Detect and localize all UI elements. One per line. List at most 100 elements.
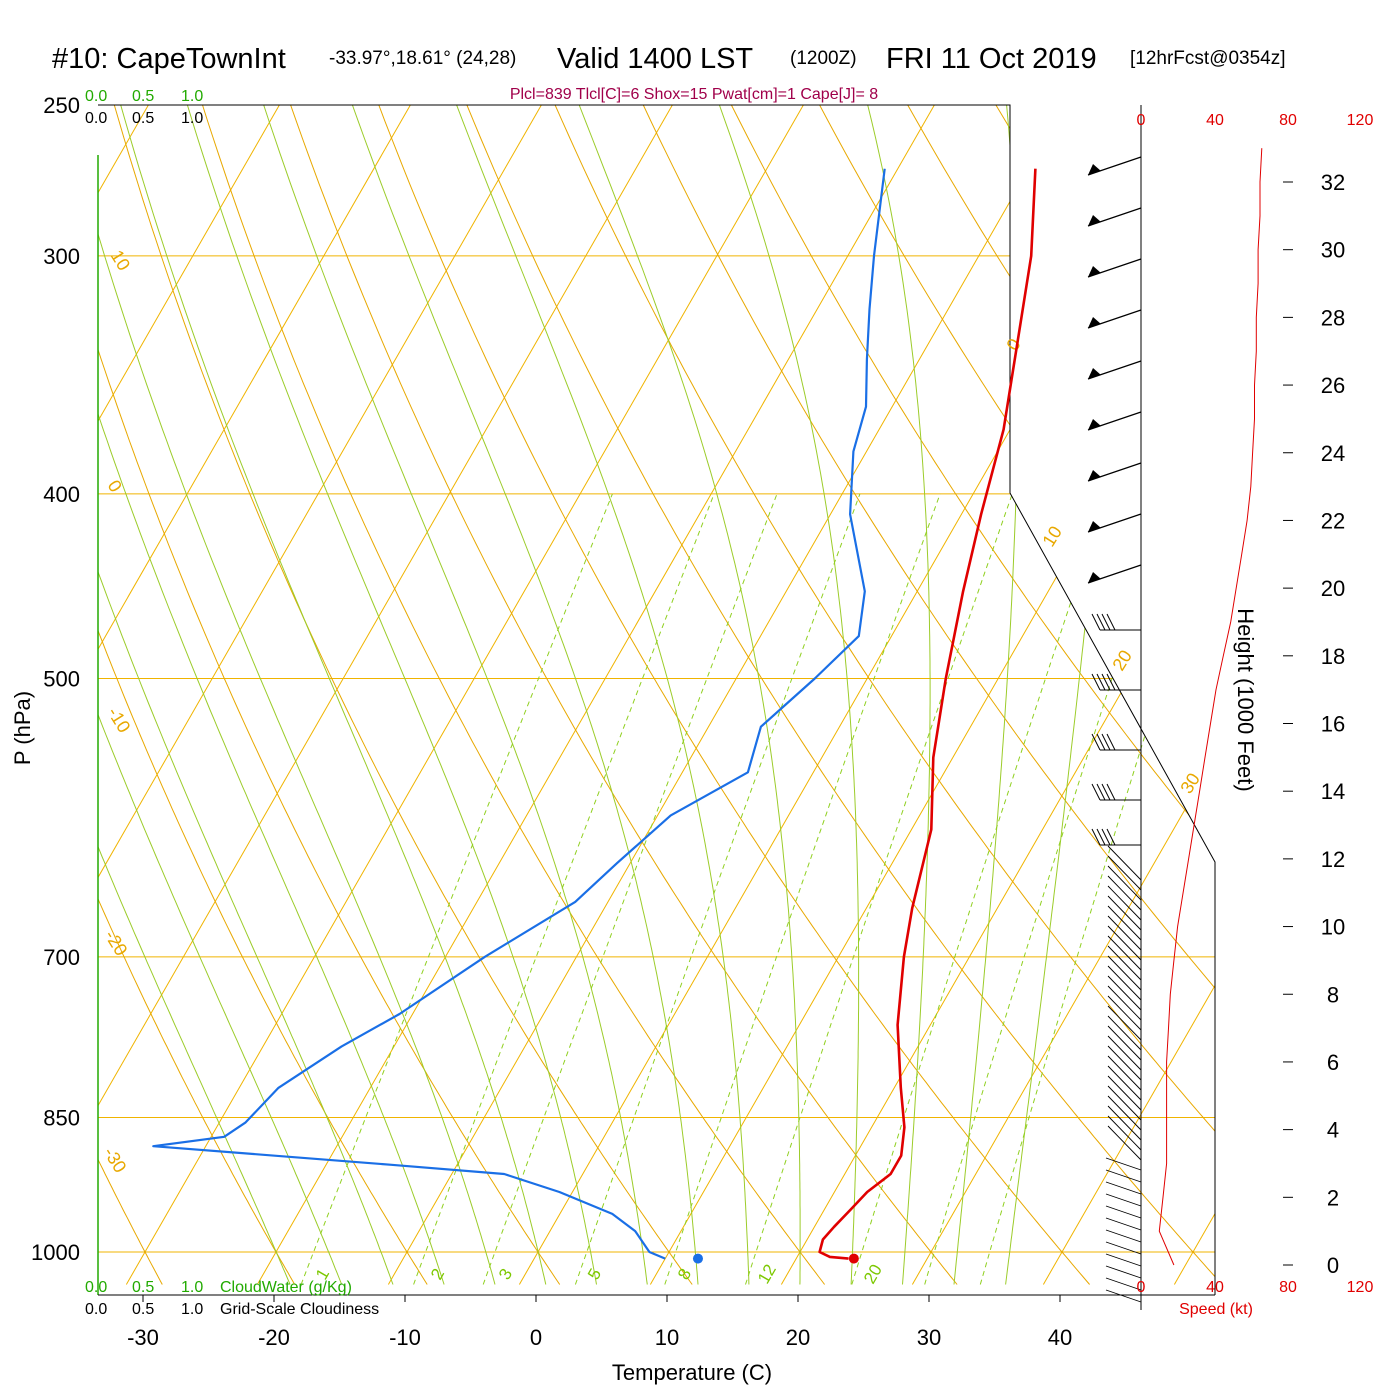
wind-barb — [1107, 895, 1142, 931]
wind-barb-flag — [1101, 783, 1111, 801]
wind-barb — [1105, 1205, 1142, 1219]
isotherm-label: 10 — [1038, 523, 1066, 551]
isotherm-label: -20 — [101, 927, 132, 960]
isotherm-label: -10 — [104, 704, 135, 737]
moist-adiabat-line — [98, 105, 496, 1285]
mixing-ratio-line — [574, 493, 861, 1285]
isotherm-label: 10 — [107, 247, 135, 275]
height-tick-label: 28 — [1321, 305, 1345, 330]
wind-barb-pennant — [1088, 215, 1101, 226]
temperature-tick-label: -10 — [389, 1325, 421, 1350]
isotherm-label: 20 — [1108, 647, 1136, 675]
wind-barb — [1107, 1125, 1142, 1161]
height-tick-label: 0 — [1327, 1253, 1339, 1278]
wind-barb — [1105, 1169, 1142, 1183]
wind-barb — [1107, 905, 1142, 941]
isotherm-label: 30 — [1176, 770, 1204, 798]
dry-adiabat-line — [810, 105, 1215, 1285]
cloudwater-tick-top: 1.0 — [181, 88, 203, 105]
dry-adiabat-line — [284, 105, 958, 1285]
wind-barbs — [1087, 156, 1142, 1303]
cloudiness-tick-bottom: 0.5 — [132, 1301, 154, 1318]
wind-barb-flag — [1096, 783, 1106, 801]
valid-time: Valid 1400 LST — [557, 43, 753, 75]
wind-speed-line — [1158, 148, 1263, 1266]
height-tick-label: 26 — [1321, 373, 1345, 398]
moist-adiabat-line — [863, 105, 931, 1285]
pressure-tick-label: 500 — [43, 667, 80, 692]
cloudiness-tick-bottom: 0.0 — [85, 1301, 107, 1318]
cloudwater-tick-top: 0.5 — [132, 88, 154, 105]
sounding-series — [152, 168, 1037, 1264]
cloudiness-tick-bottom: 1.0 — [181, 1301, 203, 1318]
mixing-ratio-line — [979, 493, 1215, 1285]
mixing-ratio-label: 2 — [427, 1265, 448, 1283]
wind-barb — [1107, 1035, 1142, 1071]
temperature-line — [818, 168, 1037, 1260]
moist-adiabat-line — [712, 105, 860, 1285]
wind-barb-flag — [1101, 828, 1111, 846]
temperature-tick-label: 40 — [1048, 1325, 1072, 1350]
wind-barb-pennant — [1088, 266, 1101, 277]
wind-barb — [1107, 855, 1142, 891]
wind-barb — [1107, 885, 1142, 921]
temperature-tick-label: -20 — [258, 1325, 290, 1350]
wind-barb — [1107, 1085, 1142, 1121]
height-tick-label: 8 — [1327, 982, 1339, 1007]
wind-barb — [1107, 1065, 1142, 1101]
dry-adiabats — [98, 105, 1215, 1285]
dry-adiabat-line — [897, 105, 1215, 1285]
wind-barb-flag — [1101, 613, 1111, 631]
plot-outline — [98, 104, 1216, 1295]
valid-date: FRI 11 Oct 2019 — [886, 43, 1097, 75]
wind-barb — [1107, 955, 1142, 991]
wind-barb — [1107, 1055, 1142, 1091]
wind-barb-pennant — [1088, 419, 1101, 430]
wind-barb — [1107, 1095, 1142, 1131]
wind-barb-flag — [1096, 733, 1106, 751]
cloudiness-tick-top: 0.5 — [132, 110, 154, 127]
wind-barb — [1105, 1229, 1142, 1243]
height-tick-label: 16 — [1321, 712, 1345, 737]
speed-tick-bottom: 120 — [1347, 1279, 1374, 1296]
temperature-tick-label: 0 — [530, 1325, 542, 1350]
height-tick-label: 12 — [1321, 847, 1345, 872]
wind-barb — [1107, 1045, 1142, 1081]
isotherm-label: 0 — [1002, 335, 1024, 354]
height-tick-label: 18 — [1321, 644, 1345, 669]
dry-adiabat-line — [98, 105, 561, 1285]
wind-barb-flag — [1091, 783, 1101, 801]
wind-barb-flag — [1101, 733, 1111, 751]
isotherm-line — [98, 105, 169, 1285]
isotherm-line — [256, 105, 955, 1285]
speed-tick-bottom: 0 — [1137, 1279, 1146, 1296]
wind-barb — [1107, 925, 1142, 961]
wind-barb — [1105, 1157, 1142, 1171]
cloudiness-tick-top: 0.0 — [85, 110, 107, 127]
isotherm-line — [1305, 71, 1400, 1284]
speed-tick-bottom: 40 — [1206, 1279, 1224, 1296]
background-lines — [98, 71, 1400, 1285]
dry-adiabat-line — [98, 105, 296, 1285]
height-tick-label: 4 — [1327, 1118, 1339, 1143]
temperature-tick-label: 20 — [786, 1325, 810, 1350]
speed-axis-bottom: 0 40 80 120 Speed (kt) — [1137, 1279, 1374, 1318]
wind-barb-flag — [1106, 733, 1116, 751]
wind-barb — [1105, 1217, 1142, 1231]
dry-adiabat-line — [98, 105, 163, 1285]
moist-adiabat-line — [953, 105, 1019, 1285]
moist-adiabat-line — [98, 105, 343, 1285]
wind-barb-flag — [1091, 613, 1101, 631]
cloudwater-tick-bottom: 0.0 — [85, 1279, 107, 1296]
height-tick-label: 2 — [1327, 1185, 1339, 1210]
wind-barb — [1107, 985, 1142, 1021]
wind-barb — [1105, 1253, 1142, 1267]
cloudwater-legend: 0.0 0.5 1.0 0.0 0.5 1.0 0.0 0.5 1.0 Clou… — [85, 88, 379, 1318]
wind-barb — [1107, 1115, 1142, 1151]
mixing-ratio-line — [745, 493, 1013, 1285]
height-tick-label: 10 — [1321, 915, 1345, 940]
speed-tick-top: 40 — [1206, 112, 1224, 129]
utc-time: (1200Z) — [790, 48, 857, 69]
isotherm-line — [98, 105, 300, 1285]
isotherm-line — [125, 105, 824, 1285]
